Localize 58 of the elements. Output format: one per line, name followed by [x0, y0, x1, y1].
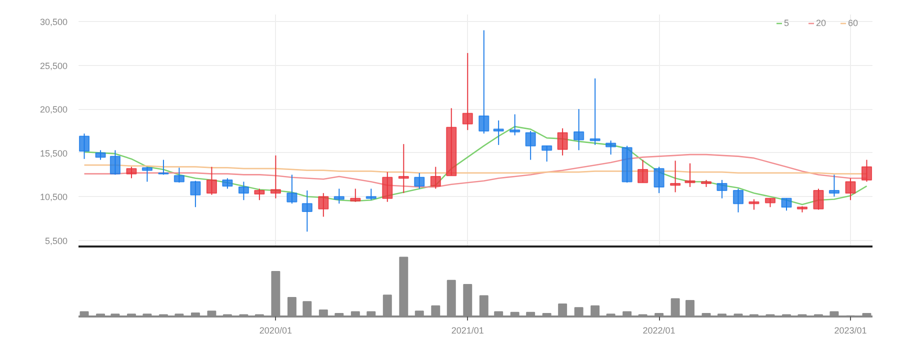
- candlestick: [781, 198, 792, 212]
- candlestick: [861, 159, 872, 182]
- candlestick: [684, 162, 696, 188]
- candlestick: [206, 166, 217, 196]
- candlestick: [670, 160, 681, 193]
- legend-label: 60: [848, 18, 860, 28]
- candlestick: [590, 78, 600, 146]
- candlestick: [574, 108, 584, 151]
- candlestick: [95, 150, 106, 160]
- candlestick: [158, 159, 169, 176]
- candlestick: [78, 133, 90, 160]
- x-tick-label: 2020/01: [259, 326, 292, 336]
- candlestick: [350, 188, 361, 202]
- y-tick-label: 10,500: [40, 192, 68, 202]
- candlestick: [382, 172, 393, 202]
- candlestick: [238, 181, 249, 201]
- y-tick-label: 5,500: [44, 236, 68, 246]
- candlestick: [142, 166, 152, 182]
- candlestick: [270, 154, 281, 199]
- candlestick: [493, 120, 504, 146]
- candlestick: [190, 180, 201, 208]
- candlestick: [318, 192, 329, 218]
- y-tick-label: 25,500: [40, 60, 68, 71]
- candlestick: [638, 159, 648, 184]
- x-tick-label: 2023/01: [834, 326, 867, 336]
- candlestick: [845, 178, 856, 201]
- candlestick: [525, 130, 536, 160]
- legend-label: 5: [784, 18, 790, 28]
- candlestick: [542, 145, 552, 162]
- candlestick: [414, 172, 425, 190]
- candlestick: [478, 30, 490, 134]
- candlestick: [510, 114, 520, 136]
- candlestick: [126, 166, 137, 179]
- x-tick-label: 2022/01: [642, 326, 676, 336]
- candlestick: [748, 198, 760, 210]
- candlestick: [557, 128, 568, 156]
- candlestick: [654, 166, 664, 194]
- candlestick: [254, 188, 265, 201]
- candlestick: [366, 188, 376, 201]
- y-tick-label: 15,500: [40, 148, 68, 158]
- candlestick: [828, 174, 840, 198]
- candlestick: [462, 52, 473, 131]
- candlestick: [398, 144, 409, 194]
- candlestick: [430, 166, 441, 190]
- y-tick-label: 20,500: [40, 104, 68, 115]
- candlestick: [110, 150, 120, 176]
- y-tick-label: 30,500: [40, 17, 68, 28]
- candlestick: [813, 188, 824, 210]
- candlestick: [302, 190, 312, 232]
- candlestick: [732, 188, 744, 213]
- candlestick: [606, 140, 616, 156]
- candlestick: [716, 179, 728, 199]
- candlestick: [222, 178, 233, 190]
- candlestick: [286, 174, 298, 204]
- candlestick: [174, 167, 184, 184]
- candlestick: [334, 188, 344, 204]
- x-tick-label: 2021/01: [451, 326, 484, 336]
- legend-label: 20: [816, 18, 828, 28]
